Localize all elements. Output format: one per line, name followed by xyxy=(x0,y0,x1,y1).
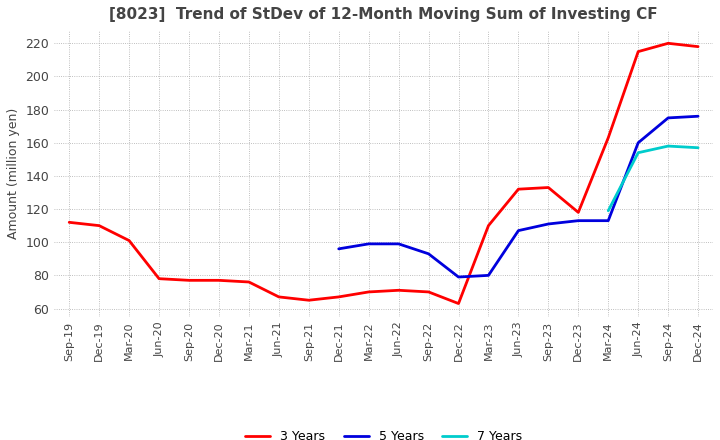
5 Years xyxy=(604,218,613,224)
3 Years xyxy=(125,238,133,243)
7 Years xyxy=(694,145,703,150)
Legend: 3 Years, 5 Years, 7 Years: 3 Years, 5 Years, 7 Years xyxy=(240,425,528,440)
3 Years xyxy=(364,289,373,294)
7 Years xyxy=(664,143,672,149)
Line: 7 Years: 7 Years xyxy=(608,146,698,211)
3 Years xyxy=(245,279,253,285)
5 Years xyxy=(664,115,672,121)
Title: [8023]  Trend of StDev of 12-Month Moving Sum of Investing CF: [8023] Trend of StDev of 12-Month Moving… xyxy=(109,7,658,22)
5 Years xyxy=(395,241,403,246)
Y-axis label: Amount (million yen): Amount (million yen) xyxy=(7,108,20,239)
3 Years xyxy=(634,49,642,54)
3 Years xyxy=(424,289,433,294)
5 Years xyxy=(454,275,463,280)
5 Years xyxy=(334,246,343,252)
3 Years xyxy=(184,278,193,283)
3 Years xyxy=(574,210,582,215)
7 Years xyxy=(634,150,642,155)
5 Years xyxy=(544,221,553,227)
Line: 3 Years: 3 Years xyxy=(69,43,698,304)
3 Years xyxy=(694,44,703,49)
5 Years xyxy=(514,228,523,233)
3 Years xyxy=(514,187,523,192)
3 Years xyxy=(334,294,343,300)
5 Years xyxy=(484,273,492,278)
3 Years xyxy=(395,288,403,293)
3 Years xyxy=(155,276,163,281)
3 Years xyxy=(454,301,463,306)
5 Years xyxy=(634,140,642,145)
3 Years xyxy=(484,223,492,228)
3 Years xyxy=(95,223,104,228)
3 Years xyxy=(215,278,223,283)
3 Years xyxy=(305,297,313,303)
Line: 5 Years: 5 Years xyxy=(338,116,698,277)
3 Years xyxy=(604,135,613,140)
3 Years xyxy=(65,220,73,225)
5 Years xyxy=(424,251,433,257)
3 Years xyxy=(544,185,553,190)
3 Years xyxy=(664,40,672,46)
5 Years xyxy=(574,218,582,224)
7 Years xyxy=(604,208,613,213)
5 Years xyxy=(364,241,373,246)
5 Years xyxy=(694,114,703,119)
3 Years xyxy=(274,294,283,300)
